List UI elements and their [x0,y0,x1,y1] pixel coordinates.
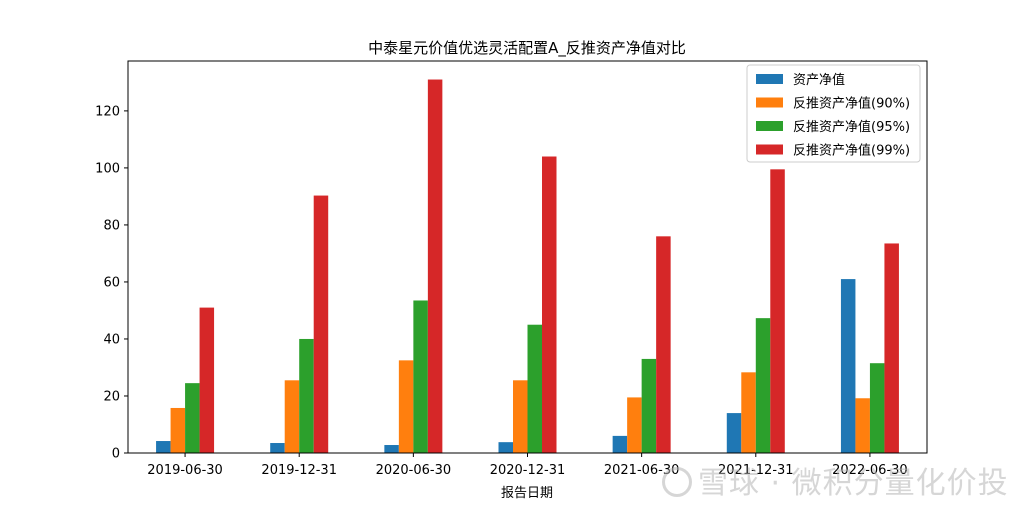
bar-1-2020-12-31 [498,442,513,453]
legend-swatch [756,74,783,84]
axes-group: 0 20 40 60 80 100 120 2019-06-30 2019-12-31 2020-… [95,60,928,478]
bar-3-2020-06-30 [413,300,428,453]
bar-1-2020-06-30 [384,445,399,453]
bar-4-2019-06-30 [199,307,215,453]
legend-swatch [756,144,783,155]
bar-1-2019-06-30 [156,441,171,453]
bar-4-2021-06-30 [656,236,671,453]
bar-3-2019-06-30 [185,383,200,453]
y-tick-label: 100 [95,161,120,176]
snowball-logo-icon [662,466,692,497]
chart-title: 中泰星元价值优选灵活配置A_反推资产净值对比 [368,39,686,58]
bar-4-2022-06-30 [884,243,899,453]
legend-box [746,64,921,163]
legend-label: 反推资产净值(90%) [793,96,910,112]
y-tick-label: 80 [103,218,120,233]
y-tick-label: 60 [103,275,120,290]
x-tick-label: 2020-06-30 [376,463,452,478]
x-tick-label: 2019-06-30 [147,463,223,478]
bar-2-2022-06-30 [855,398,870,453]
bar-2-2019-12-31 [284,380,300,453]
y-tick-label: 120 [95,104,120,119]
legend-swatch [756,121,783,131]
bar-3-2020-12-31 [527,324,542,453]
bar-1-2022-06-30 [840,279,856,453]
bar-1-2019-12-31 [270,443,285,453]
bar-4-2021-12-31 [770,169,785,453]
bar-1-2021-12-31 [726,413,742,453]
bar-2-2020-06-30 [398,360,414,453]
watermark-text: 雪球 · 微积分量化价投 [698,466,1009,501]
x-tick-label: 2021-12-31 [718,463,794,478]
bar-4-2020-12-31 [542,156,557,453]
bar-1-2021-06-30 [612,435,628,453]
x-tick-label: 2020-12-31 [490,463,566,478]
bar-3-2021-06-30 [641,358,657,453]
y-tick-label: 0 [112,447,120,462]
bar-2-2021-12-31 [741,372,756,453]
bar-4-2019-12-31 [313,195,329,453]
bar-2-2019-06-30 [170,407,186,453]
bar-3-2021-12-31 [755,318,771,453]
legend-label: 资产净值 [793,72,845,88]
legend-label: 反推资产净值(95%) [793,119,910,135]
watermark: 雪球 · 微积分量化价投 [662,458,1009,502]
x-axis-label: 报告日期 [501,486,553,501]
x-tick-label: 2019-12-31 [261,463,337,478]
x-tick-label: 2021-06-30 [604,463,680,478]
bar-3-2019-12-31 [299,338,314,453]
bar-2-2021-06-30 [627,397,642,453]
legend-swatch [756,97,783,108]
bar-2-2020-12-31 [513,380,528,453]
y-tick-label: 20 [103,389,120,404]
x-tick-label: 2022-06-30 [832,463,908,478]
bar-3-2022-06-30 [869,363,885,453]
y-tick-label: 40 [103,332,120,347]
bar-4-2020-06-30 [427,79,443,453]
legend-label: 反推资产净值(99%) [793,143,910,159]
bars-group [156,79,899,453]
